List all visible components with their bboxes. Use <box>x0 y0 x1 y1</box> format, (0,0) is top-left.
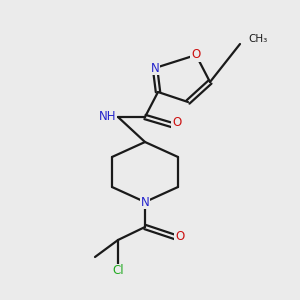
Text: Cl: Cl <box>112 265 124 278</box>
Text: O: O <box>191 49 201 62</box>
Text: N: N <box>141 196 149 208</box>
Text: CH₃: CH₃ <box>248 34 267 44</box>
Text: O: O <box>172 116 182 130</box>
Text: N: N <box>151 61 159 74</box>
Text: O: O <box>176 230 184 242</box>
Text: NH: NH <box>98 110 116 122</box>
